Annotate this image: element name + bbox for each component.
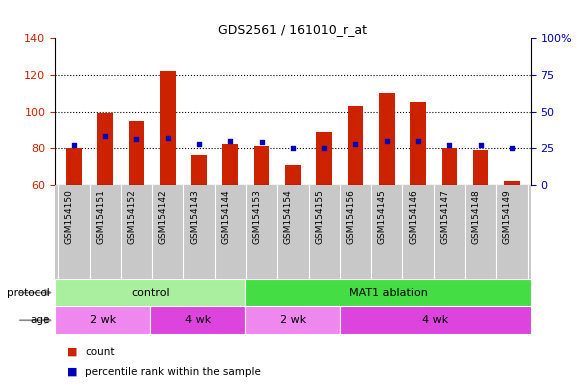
Text: GSM154144: GSM154144 <box>222 189 230 244</box>
Text: percentile rank within the sample: percentile rank within the sample <box>85 366 261 377</box>
Bar <box>379 93 394 185</box>
Text: GSM154145: GSM154145 <box>378 189 387 244</box>
Point <box>445 142 454 148</box>
Bar <box>160 71 176 185</box>
Text: GSM154156: GSM154156 <box>346 189 356 244</box>
Text: control: control <box>131 288 169 298</box>
Text: protocol: protocol <box>6 288 49 298</box>
Point <box>476 142 485 148</box>
Point <box>351 141 360 147</box>
Point <box>100 133 110 139</box>
Bar <box>55 279 245 306</box>
Point <box>508 145 517 151</box>
Bar <box>245 279 531 306</box>
Text: GSM154142: GSM154142 <box>159 189 168 244</box>
Bar <box>97 113 113 185</box>
Bar <box>410 103 426 185</box>
Bar <box>223 144 238 185</box>
Bar <box>441 148 457 185</box>
Text: GSM154150: GSM154150 <box>65 189 74 244</box>
Text: GSM154147: GSM154147 <box>440 189 450 244</box>
Text: GSM154154: GSM154154 <box>284 189 293 244</box>
Point <box>132 136 141 142</box>
Bar <box>254 146 270 185</box>
Text: count: count <box>85 346 115 357</box>
Text: 4 wk: 4 wk <box>184 315 211 325</box>
Text: GSM154151: GSM154151 <box>96 189 105 244</box>
Text: 2 wk: 2 wk <box>89 315 116 325</box>
Text: 2 wk: 2 wk <box>280 315 306 325</box>
Bar <box>316 132 332 185</box>
Bar <box>129 121 144 185</box>
Point <box>320 145 329 151</box>
Text: ■: ■ <box>67 366 77 377</box>
Text: GSM154152: GSM154152 <box>128 189 136 244</box>
Text: GSM154148: GSM154148 <box>472 189 481 244</box>
Bar <box>245 306 340 334</box>
Bar <box>66 148 82 185</box>
Bar <box>347 106 363 185</box>
Text: GSM154155: GSM154155 <box>315 189 324 244</box>
Point <box>288 145 298 151</box>
Point <box>382 138 392 144</box>
Text: GSM154153: GSM154153 <box>253 189 262 244</box>
Text: GSM154146: GSM154146 <box>409 189 418 244</box>
Bar <box>150 306 245 334</box>
Bar <box>191 156 207 185</box>
Bar <box>473 150 488 185</box>
Text: GSM154143: GSM154143 <box>190 189 199 244</box>
Bar <box>340 306 531 334</box>
Text: GSM154149: GSM154149 <box>503 189 512 244</box>
Point <box>257 139 266 146</box>
Point <box>414 138 423 144</box>
Point <box>69 142 78 148</box>
Point <box>163 135 172 141</box>
Text: age: age <box>30 315 49 325</box>
Text: MAT1 ablation: MAT1 ablation <box>349 288 427 298</box>
Bar <box>504 181 520 185</box>
Text: ■: ■ <box>67 346 77 357</box>
Bar <box>285 165 300 185</box>
Text: 4 wk: 4 wk <box>422 315 449 325</box>
Point <box>194 141 204 147</box>
Bar <box>55 306 150 334</box>
Point <box>226 138 235 144</box>
Title: GDS2561 / 161010_r_at: GDS2561 / 161010_r_at <box>219 23 367 36</box>
